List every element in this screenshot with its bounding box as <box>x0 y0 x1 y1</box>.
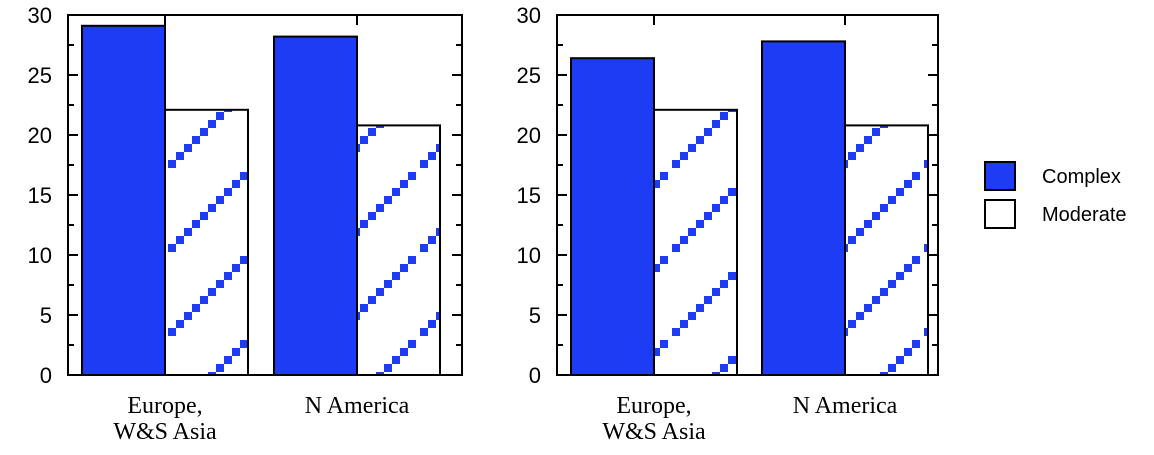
x-tick-label: Europe, W&S Asia <box>113 393 217 445</box>
y-tick-label: 30 <box>517 3 541 28</box>
y-tick-label: 20 <box>28 123 52 148</box>
chart-panel-1: 0 5 10 15 20 25 30 Europe, W&S Asia N America <box>28 3 463 445</box>
y-tick-label: 25 <box>517 63 541 88</box>
legend-swatch-moderate <box>984 199 1016 229</box>
bar-moderate-1 <box>164 108 249 377</box>
x-tick-label: N America <box>305 393 410 419</box>
bar-moderate-1 <box>653 108 738 377</box>
y-tick-label: 15 <box>517 183 541 208</box>
y-tick-label: 25 <box>28 63 52 88</box>
y-tick-label: 30 <box>28 3 52 28</box>
bar-complex-2 <box>761 40 846 377</box>
legend-swatch-complex <box>984 161 1016 191</box>
y-tick-label: 5 <box>529 303 541 328</box>
bar-moderate-2 <box>356 124 441 377</box>
legend-label-moderate: Moderate <box>1042 204 1127 226</box>
bar-complex-2 <box>273 35 358 376</box>
legend-label-complex: Complex <box>1042 166 1121 188</box>
y-tick-label: 0 <box>529 363 541 388</box>
bar-moderate-2 <box>844 124 929 377</box>
bar-complex-1 <box>81 24 166 377</box>
y-tick-label: 10 <box>517 243 541 268</box>
y-tick-label: 0 <box>40 363 52 388</box>
chart-panel-2: 0 5 10 15 20 25 30 Europe, W&S Asia N America <box>517 3 939 445</box>
y-tick-label: 15 <box>28 183 52 208</box>
y-tick-label: 10 <box>28 243 52 268</box>
y-tick-label: 20 <box>517 123 541 148</box>
bar-complex-1 <box>570 57 655 376</box>
x-tick-label: N America <box>793 393 898 419</box>
y-tick-label: 5 <box>40 303 52 328</box>
x-tick-label: Europe, W&S Asia <box>602 393 706 445</box>
legend: Complex Moderate <box>984 161 1127 229</box>
